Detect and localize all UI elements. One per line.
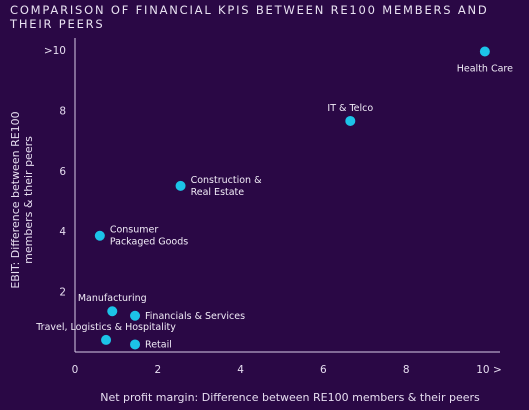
point-label: Manufacturing [78, 293, 147, 304]
x-tick-label: 8 [403, 364, 410, 376]
point-label-line: Health Care [457, 64, 513, 75]
point-label-line: Manufacturing [78, 293, 147, 304]
x-tick-label: 2 [154, 364, 161, 376]
x-tick-label: 6 [320, 364, 327, 376]
point-label-line: Consumer [110, 225, 159, 236]
point-label: IT & Telco [327, 103, 373, 114]
x-axis-label: Net profit margin: Difference between RE… [100, 391, 480, 404]
data-point [94, 230, 105, 241]
x-tick-label: 0 [72, 364, 79, 376]
data-point [345, 115, 356, 126]
point-label-line: Financials & Services [145, 311, 245, 322]
x-tick-label: 10 > [476, 364, 502, 376]
x-tick-label: 4 [237, 364, 244, 376]
data-point [479, 46, 490, 57]
point-label: Financials & Services [145, 311, 245, 322]
chart-title: COMPARISON OF FINANCIAL KPIS BETWEEN RE1… [10, 3, 489, 31]
point-label: Travel, Logistics & Hospitality [35, 322, 176, 333]
y-axis-label-line: EBIT: Difference between RE100 [9, 111, 22, 288]
y-tick-label: 2 [59, 287, 66, 299]
y-axis-label-line: members & their peers [22, 136, 35, 264]
data-point [175, 180, 186, 191]
point-label-line: Packaged Goods [110, 237, 188, 248]
point-label-line: Real Estate [191, 187, 245, 198]
y-axis-label: EBIT: Difference between RE100 members & … [9, 111, 35, 288]
point-label-line: Construction & [191, 175, 263, 186]
y-tick-label: 6 [59, 166, 66, 178]
data-point [101, 334, 112, 345]
tick-labels: 0 2 4 6 8 10 > 2 4 6 8 >10 [44, 45, 502, 376]
point-label: Consumer Packaged Goods [110, 225, 188, 248]
point-label-line: Travel, Logistics & Hospitality [35, 322, 176, 333]
data-point [130, 310, 141, 321]
point-labels: Health Care IT & Telco Construction & Real … [35, 64, 513, 351]
y-tick-label: 8 [59, 105, 66, 117]
point-label: Health Care [457, 64, 513, 75]
point-label-line: IT & Telco [327, 103, 373, 114]
data-points [94, 46, 490, 350]
point-label: Retail [145, 339, 172, 350]
axes [74, 38, 500, 353]
y-tick-label: 4 [59, 226, 66, 238]
point-label: Construction & Real Estate [191, 175, 263, 198]
data-point [107, 306, 118, 317]
point-label-line: Retail [145, 339, 172, 350]
y-tick-label: >10 [44, 45, 66, 57]
data-point [130, 339, 141, 350]
